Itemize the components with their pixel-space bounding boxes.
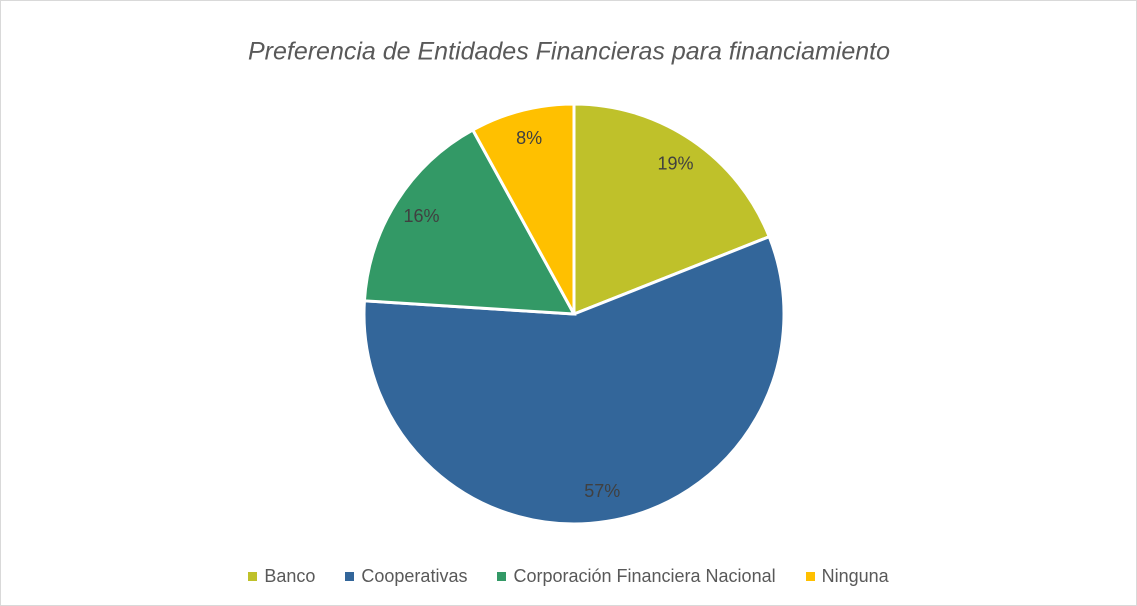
chart-title: Preferencia de Entidades Financieras par… (248, 38, 890, 66)
legend: Banco Cooperativas Corporación Financiera … (1, 566, 1136, 587)
legend-label: Cooperativas (361, 566, 468, 586)
pie-slice (572, 102, 772, 317)
legend-swatch (805, 572, 815, 581)
chart: Preferencia de Entidades Financieras par… (248, 38, 890, 526)
legend-item: Ninguna (805, 566, 889, 587)
pie-slice (470, 102, 576, 315)
data-label: 16% (403, 206, 439, 226)
data-label: 8% (516, 128, 542, 148)
data-label: 19% (657, 153, 693, 173)
legend-swatch (497, 572, 507, 581)
pie-slice (362, 127, 577, 316)
legend-label: Banco (264, 566, 316, 586)
legend-item: Banco (248, 566, 315, 587)
legend-swatch (248, 572, 258, 581)
legend-item: Cooperativas (345, 566, 467, 587)
legend-swatch (345, 572, 355, 581)
legend-label: Corporación Financiera Nacional (513, 566, 776, 586)
legend-label: Ninguna (821, 566, 889, 586)
data-label: 57% (584, 481, 620, 501)
legend-item: Corporación Financiera Nacional (497, 566, 776, 587)
